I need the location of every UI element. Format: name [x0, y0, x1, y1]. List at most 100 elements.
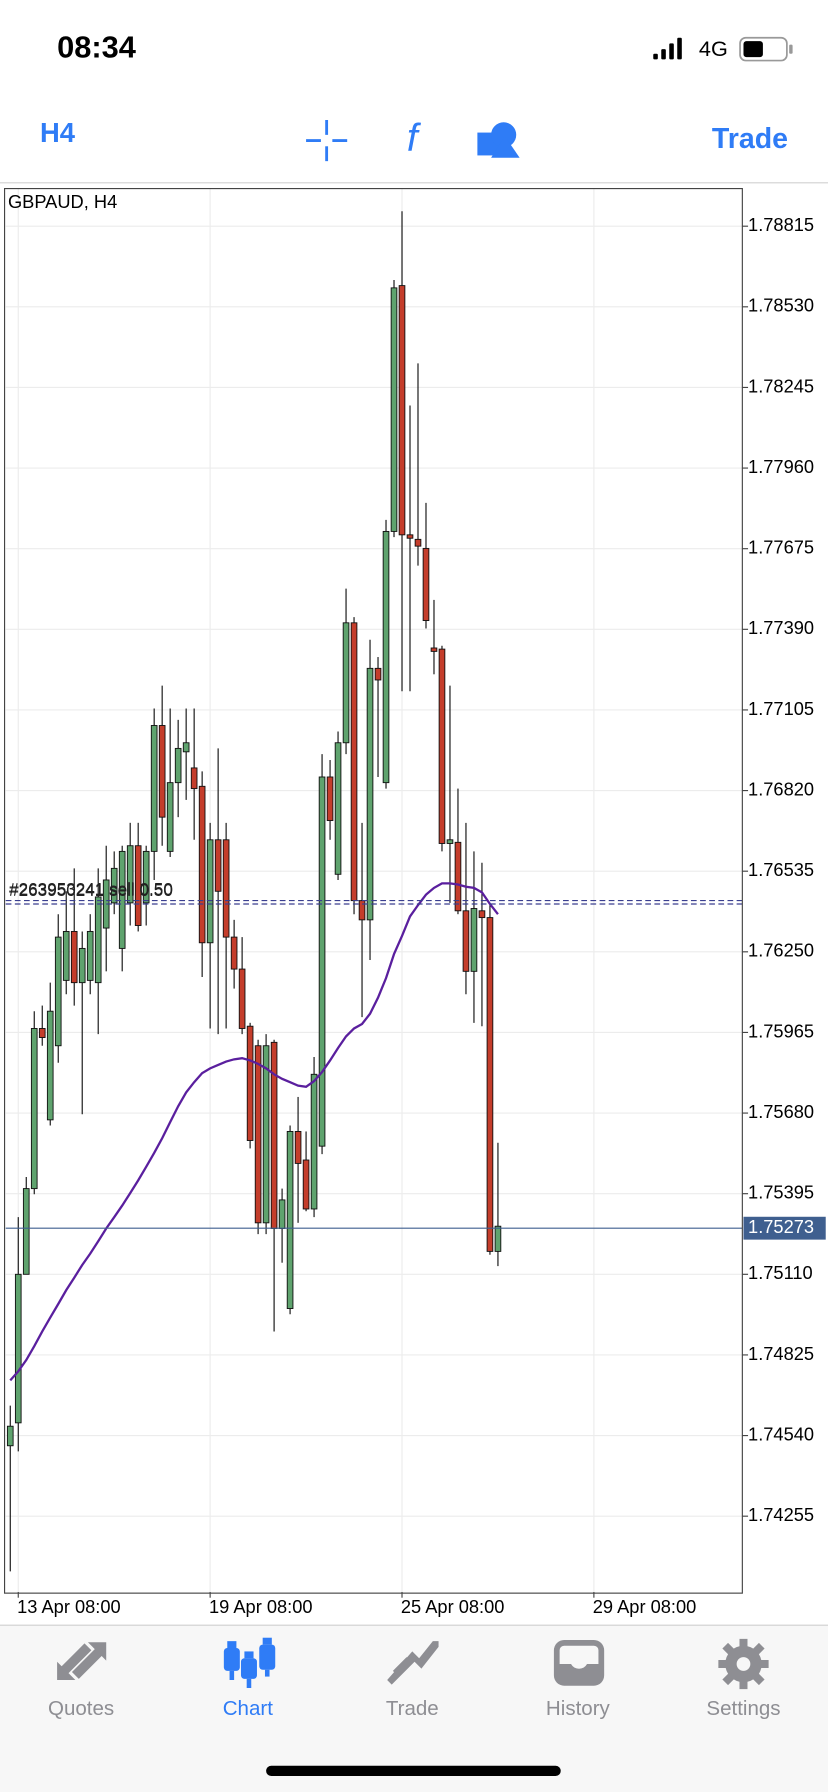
candle-body [278, 1199, 286, 1229]
candle-body [134, 845, 142, 926]
x-tick-label: 29 Apr 08:00 [593, 1596, 697, 1617]
candle-body [366, 667, 374, 921]
candle-body [374, 667, 382, 681]
candle-body [166, 782, 174, 852]
candle-body [238, 968, 246, 1029]
tab-label[interactable]: Quotes [48, 1697, 114, 1720]
y-tick-label: 1.78245 [748, 375, 814, 396]
chart-icon[interactable] [223, 1637, 276, 1688]
candle-body [462, 910, 470, 972]
candle-body [158, 725, 166, 818]
candle-body [494, 1225, 502, 1252]
y-tick-label: 1.75395 [748, 1182, 814, 1203]
candle-body [318, 776, 326, 1147]
candle-body [414, 538, 422, 547]
status-time: 08:34 [57, 29, 136, 64]
objects-button[interactable] [477, 122, 520, 158]
order-label[interactable]: #263950241 sell 0.50 [9, 880, 173, 900]
chart-frame [3, 188, 743, 1594]
candle-body [150, 725, 158, 852]
signal-icon [653, 37, 682, 60]
settings-icon[interactable] [718, 1638, 769, 1690]
crosshair-button[interactable] [306, 120, 348, 162]
y-tick-label: 1.78815 [748, 214, 814, 235]
candle-body [310, 1073, 318, 1210]
candle-body [286, 1130, 294, 1309]
candle-body [70, 930, 78, 984]
candle-body [302, 1159, 310, 1210]
candle-body [342, 622, 350, 744]
candle-body [214, 839, 222, 892]
y-tick-label: 1.76820 [748, 778, 814, 799]
candle-body [470, 908, 478, 972]
candle-body [390, 287, 398, 532]
candle-body [486, 917, 494, 1252]
candle-body [206, 839, 214, 944]
y-tick-label: 1.77675 [748, 537, 814, 558]
candle-body [454, 841, 462, 912]
battery-icon [739, 36, 793, 62]
tab-labels: Quotes Chart Trade History Settings [48, 1697, 781, 1720]
x-tick-label: 25 Apr 08:00 [401, 1596, 505, 1617]
candle-body [118, 850, 126, 949]
candle-body [246, 1025, 254, 1141]
tab-label[interactable]: History [546, 1697, 611, 1720]
tab-label[interactable]: Trade [386, 1697, 439, 1720]
candle-body [222, 839, 230, 938]
y-tick-label: 1.76250 [748, 940, 814, 961]
trade-button[interactable]: Trade [712, 123, 788, 155]
candle-body [62, 930, 70, 981]
trade-icon[interactable] [387, 1641, 439, 1685]
moving-average [9, 882, 499, 1382]
candle-body [110, 867, 118, 904]
candle-body [446, 839, 454, 844]
candle-body [198, 785, 206, 944]
candle-body [230, 936, 238, 970]
candle-body [254, 1045, 262, 1224]
candle-body [478, 910, 486, 919]
candle-body [190, 767, 198, 790]
candle-body [350, 622, 358, 902]
candle-body [78, 947, 86, 984]
y-tick-label: 1.77105 [748, 698, 814, 719]
candle-body [438, 648, 446, 844]
y-tick-label: 1.78530 [748, 295, 814, 316]
home-indicator [266, 1765, 561, 1776]
candle-body [54, 936, 62, 1047]
history-icon[interactable] [553, 1640, 605, 1686]
x-tick-label: 19 Apr 08:00 [209, 1596, 313, 1617]
y-tick-label: 1.75680 [748, 1101, 814, 1122]
y-tick-label: 1.74825 [748, 1343, 814, 1364]
candle-body [334, 742, 342, 875]
candle-body [30, 1028, 38, 1190]
y-tick-label: 1.74540 [748, 1423, 814, 1444]
candle-body [358, 900, 366, 921]
candle-body [270, 1041, 278, 1229]
current-price-label: 1.75273 [748, 1216, 814, 1237]
candle-body [94, 896, 102, 984]
y-tick-label: 1.75110 [748, 1262, 813, 1283]
candle-body [38, 1028, 46, 1038]
candle-body [182, 742, 190, 753]
indicators-button[interactable]: f [407, 117, 422, 160]
status-network: 4G [699, 36, 728, 61]
candle-body [142, 850, 150, 904]
candle-body [6, 1425, 14, 1447]
candle-body [430, 647, 438, 652]
quotes-icon[interactable] [57, 1642, 107, 1680]
order-label[interactable]: #263953241 sell 0.50 [9, 879, 173, 899]
candle-body [382, 530, 390, 784]
candle-body [22, 1188, 30, 1275]
tab-label[interactable]: Chart [223, 1697, 274, 1720]
candle-body [14, 1273, 22, 1424]
x-tick-label: 13 Apr 08:00 [17, 1596, 121, 1617]
timeframe-button[interactable]: H4 [40, 117, 76, 148]
chart: 1.78815 1.78530 1.78245 1.77960 1.77675 1.773… [5, 188, 826, 1617]
candle-body [398, 285, 406, 536]
tab-label[interactable]: Settings [706, 1697, 780, 1720]
current-price-box [743, 1216, 826, 1240]
y-tick-label: 1.77960 [748, 456, 814, 477]
candle-body [406, 534, 414, 539]
